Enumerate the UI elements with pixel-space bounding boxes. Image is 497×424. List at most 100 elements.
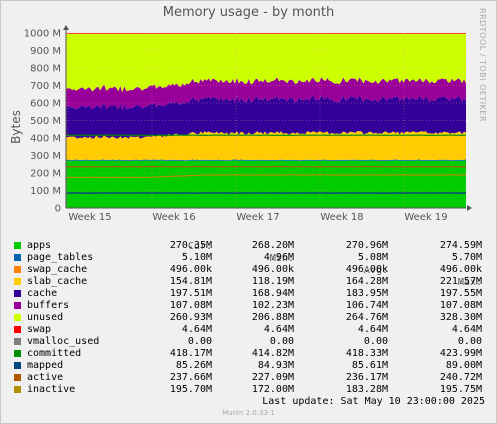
legend-avg: 183.95M [345,288,388,299]
legend-max: 221.57M [439,276,482,287]
legend-row-buffers: buffers 107.08M 102.23M 106.74M 107.08M [12,300,487,312]
legend-label: swap_cache [27,264,88,275]
legend-row-cache: cache 197.51M 168.94M 183.95M 197.55M [12,288,487,300]
legend-label: mapped [27,360,64,371]
legend-label: committed [27,348,82,359]
legend-max: 240.72M [439,372,482,383]
legend-avg: 106.74M [345,300,388,311]
legend-min: 206.88M [251,312,294,323]
legend-min: 268.20M [251,240,294,251]
x-tick-label: Week 16 [152,212,195,223]
rrdtool-watermark: RRDTOOL / TOBI OETIKER [478,8,487,123]
legend-avg: 496.00k [345,264,388,275]
legend-cur: 197.51M [169,288,212,299]
legend-max: 4.64M [451,324,482,335]
area-page-tables [66,159,466,162]
legend-cur: 107.08M [169,300,212,311]
legend-max: 89.00M [445,360,482,371]
legend-cur: 260.93M [169,312,212,323]
area-unused [66,33,466,93]
legend-max: 107.08M [439,300,482,311]
y-axis-arrow [63,25,69,30]
legend-swatch [14,386,21,393]
y-tick-label: 800 M [30,64,61,75]
legend-swatch [14,242,21,249]
legend-swatch [14,326,21,333]
legend-label: unused [27,312,64,323]
legend-min: 0.00 [269,336,294,347]
legend-cur: 496.00k [169,264,212,275]
legend-cur: 270.35M [169,240,212,251]
legend-min: 496.00k [251,264,294,275]
y-tick-label: 700 M [30,81,61,92]
legend-swatch [14,302,21,309]
legend-avg: 264.76M [345,312,388,323]
legend-max: 197.55M [439,288,482,299]
legend-swatch [14,314,21,321]
x-tick-label: Week 15 [68,212,111,223]
legend-avg: 164.28M [345,276,388,287]
y-tick-label: 200 M [30,169,61,180]
legend-row-apps: apps 270.35M 268.20M 270.96M 274.59M [12,240,487,252]
munin-version: Munin 2.0.33-1 [222,409,275,417]
legend-min: 168.94M [251,288,294,299]
legend-label: slab_cache [27,276,88,287]
legend-row-inactive: inactive 195.70M 172.00M 183.28M 195.75M [12,384,487,396]
x-tick-label: Week 19 [404,212,447,223]
legend-max: 328.30M [439,312,482,323]
y-tick-label: 900 M [30,46,61,57]
legend-avg: 236.17M [345,372,388,383]
legend-max: 5.70M [451,252,482,263]
legend-row-swap-cache: swap_cache 496.00k 496.00k 496.00k 496.00k [12,264,487,276]
legend-label: swap [27,324,52,335]
legend-max: 496.00k [439,264,482,275]
legend-avg: 85.61M [351,360,388,371]
legend-cur: 418.17M [169,348,212,359]
legend-avg: 183.28M [345,384,388,395]
legend-cur: 154.81M [169,276,212,287]
legend-row-mapped: mapped 85.26M 84.93M 85.61M 89.00M [12,360,487,372]
area-cache [66,95,466,139]
legend-swatch [14,266,21,273]
line-inactive [65,174,467,179]
y-tick-label: 0 [55,204,61,215]
legend-cur: 195.70M [169,384,212,395]
legend-swatch [14,254,21,261]
header-cur: Cur: [187,241,212,252]
legend-min: 4.96M [263,252,294,263]
legend-min: 102.23M [251,300,294,311]
y-tick-label: 400 M [30,134,61,145]
legend-label: page_tables [27,252,94,263]
legend-swatch [14,278,21,285]
legend-row-unused: unused 260.93M 206.88M 264.76M 328.30M [12,312,487,324]
chart-title: Memory usage - by month [162,5,335,20]
legend-cur: 0.00 [187,336,212,347]
legend-row-committed: committed 418.17M 414.82M 418.33M 423.99M [12,348,487,360]
legend-row-page-tables: page_tables 5.10M 4.96M 5.08M 5.70M [12,252,487,264]
legend-max: 274.59M [439,240,482,251]
legend-min: 414.82M [251,348,294,359]
legend-min: 227.09M [251,372,294,383]
legend-swatch [14,362,21,369]
legend-cur: 5.10M [181,252,212,263]
legend-max: 423.99M [439,348,482,359]
legend-cur: 237.66M [169,372,212,383]
area-apps [66,160,466,208]
y-tick-label: 300 M [30,151,61,162]
legend-row-slab-cache: slab_cache 154.81M 118.19M 164.28M 221.57M [12,276,487,288]
y-tick-label: 500 M [30,116,61,127]
legend-avg: 418.33M [345,348,388,359]
legend-avg: 0.00 [363,336,388,347]
legend-avg: 4.64M [357,324,388,335]
legend-max: 0.00 [457,336,482,347]
legend-cur: 85.26M [175,360,212,371]
legend-swatch [14,350,21,357]
legend-min: 172.00M [251,384,294,395]
legend-min: 4.64M [263,324,294,335]
legend-label: buffers [27,300,70,311]
x-tick-label: Week 17 [236,212,279,223]
last-update: Last update: Sat May 10 23:00:00 2025 [262,396,485,407]
legend-cur: 4.64M [181,324,212,335]
